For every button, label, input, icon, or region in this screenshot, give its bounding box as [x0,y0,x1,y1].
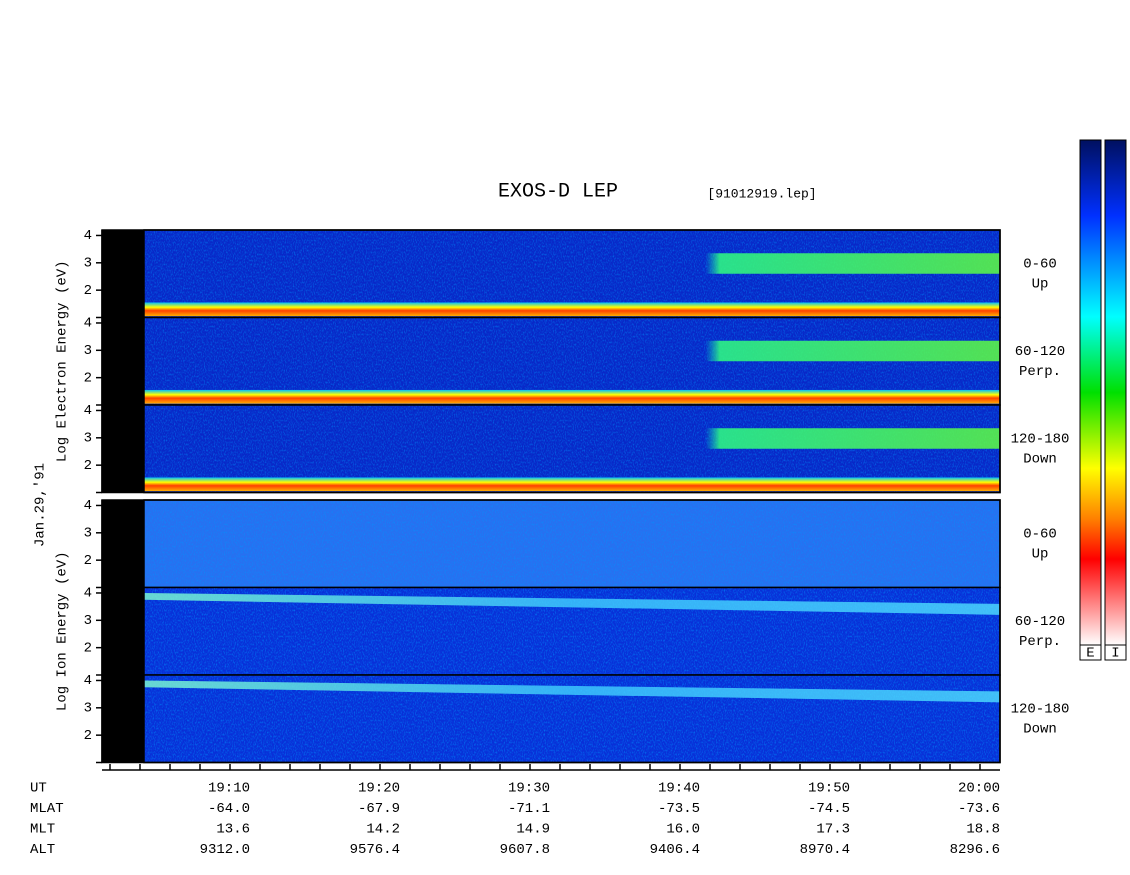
spectrum-band [144,302,1000,317]
panel-direction: Up [1032,276,1049,292]
y-tick-label: 2 [84,553,92,569]
panel-direction: Up [1032,546,1049,562]
y-tick-label: 2 [84,728,92,744]
ephemeris-label: UT [30,781,47,797]
y-tick-label: 2 [84,458,92,474]
ephemeris-label: MLAT [30,801,64,817]
panel-angle: 120-180 [1011,431,1070,447]
ephemeris-value: -73.6 [958,801,1000,817]
ephemeris-value: -73.5 [658,801,700,817]
ephemeris-value: 17.3 [816,822,850,838]
colorbar-label: I [1111,646,1119,662]
spectrum-band [144,680,1000,703]
panel-direction: Perp. [1019,634,1061,650]
colorbar [1104,139,1127,646]
y-tick-label: 3 [84,701,92,717]
ephemeris-value: 20:00 [958,781,1000,797]
panel-angle: 120-180 [1011,701,1070,717]
spectrum-feature [705,428,1000,449]
date: Jan.29,'91 [33,463,49,547]
ephemeris-value: 13.6 [216,822,250,838]
spectrum-band [144,592,1000,615]
panel-direction: Down [1023,721,1057,737]
ephemeris-value: 19:30 [508,781,550,797]
ephemeris-value: 8970.4 [800,842,850,858]
y-tick-label: 4 [84,403,92,419]
ephemeris-value: 19:50 [808,781,850,797]
ephemeris-label: ALT [30,842,55,858]
y-tick-label: 2 [84,640,92,656]
ephemeris-value: 18.8 [966,822,1000,838]
y-tick-label: 3 [84,431,92,447]
colorbar-label-box [1079,644,1102,661]
spectrum-band [144,477,1000,492]
ephemeris-value: 9607.8 [500,842,550,858]
panel-direction: Down [1023,451,1057,467]
ephemeris-value: 14.2 [366,822,400,838]
y-tick-label: 2 [84,283,92,299]
y-tick-label: 4 [84,673,92,689]
spectrum-feature [705,340,1000,362]
y-tick-label: 4 [84,498,92,514]
y-tick-label: 3 [84,256,92,272]
y-axis-label: Log Ion Energy (eV) [55,551,71,711]
ephemeris-value: -67.9 [358,801,400,817]
ephemeris-value: 19:10 [208,781,250,797]
group-frame [101,499,1001,764]
ephemeris-value: -64.0 [208,801,250,817]
group-frame [101,229,1001,494]
chart-title: EXOS-D LEP [498,180,618,203]
y-tick-label: 4 [84,586,92,602]
data-gap-strip [102,230,144,493]
ephemeris-value: 14.9 [516,822,550,838]
colorbar [1079,139,1102,646]
file-name: [91012919.lep] [707,186,816,201]
ephemeris-value: 16.0 [666,822,700,838]
spectrum-band [144,389,1000,404]
panel-angle: 60-120 [1015,614,1065,630]
colorbar-label: E [1086,646,1094,662]
y-axis-label: Log Electron Energy (eV) [55,260,71,462]
colorbar-label-box [1104,644,1127,661]
y-tick-label: 4 [84,316,92,332]
panel-direction: Perp. [1019,364,1061,380]
ephemeris-value: 9576.4 [350,842,400,858]
ephemeris-label: MLT [30,822,55,838]
y-tick-label: 3 [84,613,92,629]
spectrum-noise [144,500,1000,588]
spectrum-feature [705,253,1000,274]
ephemeris-value: -71.1 [508,801,550,817]
panel-angle: 0-60 [1023,256,1057,272]
panel-angle: 0-60 [1023,526,1057,542]
y-tick-label: 3 [84,526,92,542]
y-tick-label: 4 [84,228,92,244]
data-gap-strip [102,500,144,763]
ephemeris-value: 19:20 [358,781,400,797]
y-tick-label: 2 [84,370,92,386]
ephemeris-value: 19:40 [658,781,700,797]
panel-angle: 60-120 [1015,344,1065,360]
ephemeris-value: 9406.4 [650,842,700,858]
ephemeris-value: 9312.0 [200,842,250,858]
ephemeris-value: -74.5 [808,801,850,817]
y-tick-label: 3 [84,343,92,359]
ephemeris-value: 8296.6 [950,842,1000,858]
